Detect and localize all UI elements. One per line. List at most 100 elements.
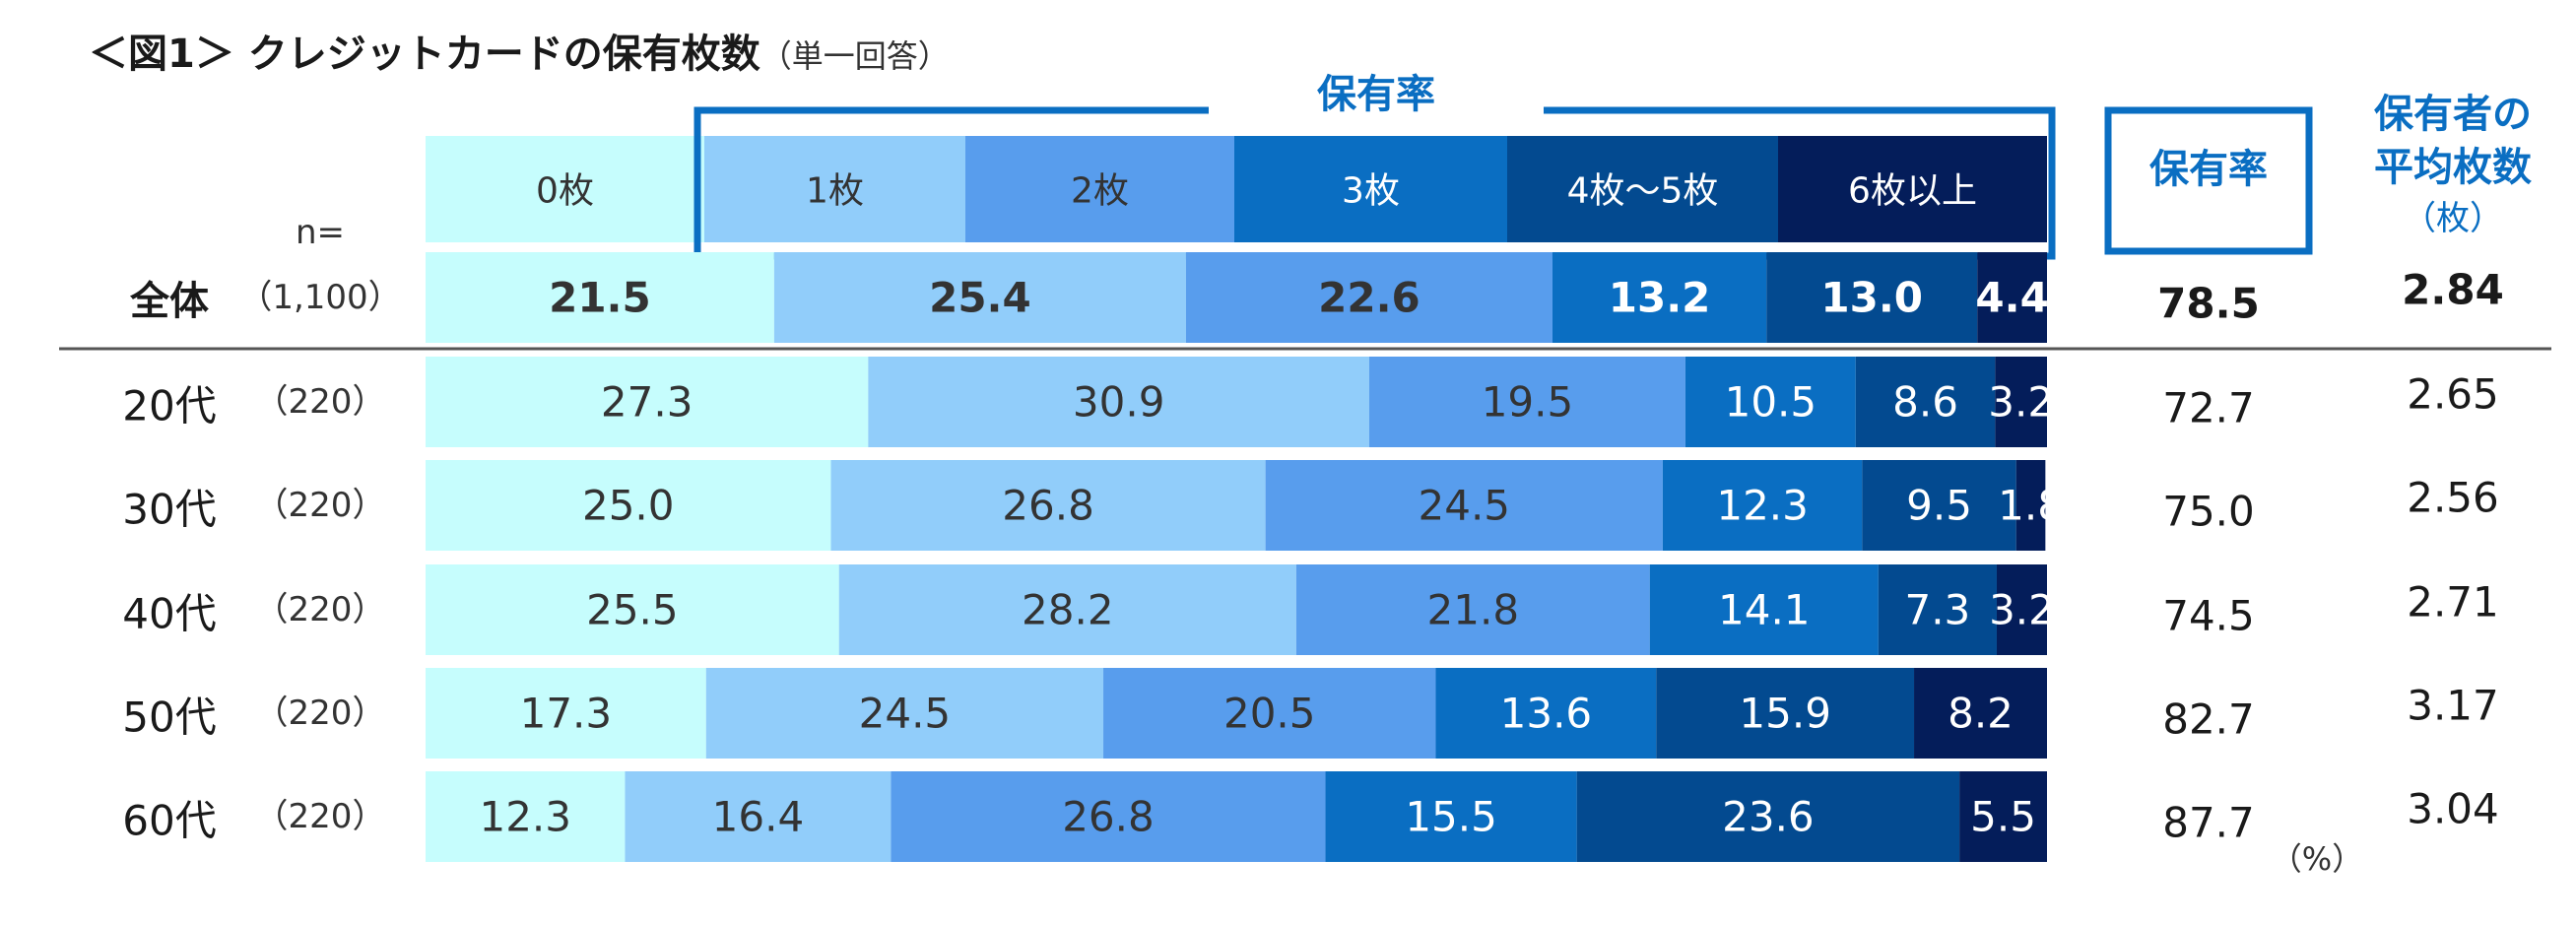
bar-value-label: 8.6 xyxy=(1892,378,1958,427)
bar-segment xyxy=(1995,357,2047,447)
average-cards-value: 3.17 xyxy=(2407,682,2499,730)
bar-segment xyxy=(1649,564,1879,655)
legend-swatch-5 xyxy=(1778,136,2047,242)
ownership-rate-header: 保有率 xyxy=(2104,106,2313,255)
ownership-group-label: 保有率 xyxy=(1317,72,1435,117)
bar-segment xyxy=(1662,460,1863,551)
bar-row-0: 全体 （1,100） 21.5 25.4 22.6 13.2 13.0 4.4 78.5 2.84 xyxy=(129,252,2504,343)
average-cards-value: 2.56 xyxy=(2407,474,2499,522)
bar-value-label: 24.5 xyxy=(859,690,952,738)
bar-value-label: 3.2 xyxy=(1988,378,2054,427)
sample-size-label: （220） xyxy=(255,797,386,836)
bar-value-label: 5.5 xyxy=(1970,793,2036,841)
legend-label-2: 2枚 xyxy=(1071,171,1129,212)
bar-segment xyxy=(1684,357,1856,447)
bar-segment xyxy=(1959,771,2047,862)
bar-segment xyxy=(1855,357,1996,447)
bar-segment xyxy=(705,668,1104,759)
bar-segment xyxy=(625,771,892,862)
chart-title: ＜図1＞ クレジットカードの保有枚数（単一回答） xyxy=(89,22,950,79)
unit-note: （%） xyxy=(2271,840,2363,878)
bar-row-3: 40代 （220） 25.5 28.2 21.8 14.1 7.3 3.2 74.5 2.71 xyxy=(122,564,2499,655)
bar-segment xyxy=(1265,460,1663,551)
bar-value-label: 10.5 xyxy=(1725,378,1817,427)
bar-value-label: 12.3 xyxy=(1716,482,1809,530)
average-cards-header-line2: 平均枚数 xyxy=(2374,145,2532,190)
bar-value-label: 15.5 xyxy=(1405,793,1497,841)
bar-value-label: 12.3 xyxy=(479,793,571,841)
bar-value-label: 13.0 xyxy=(1820,274,1923,322)
bar-segment xyxy=(830,460,1266,551)
average-cards-header-line1: 保有者の xyxy=(2374,92,2532,137)
bar-value-label: 21.8 xyxy=(1427,586,1520,634)
legend-swatch-1 xyxy=(704,136,965,242)
ownership-rate-value: 87.7 xyxy=(2162,799,2255,847)
bar-segment xyxy=(891,771,1326,862)
bar-segment xyxy=(1295,564,1650,655)
bar-segment xyxy=(1185,252,1552,343)
chart-title-main: ＜図1＞ クレジットカードの保有枚数 xyxy=(89,32,760,77)
bar-segment xyxy=(1368,357,1685,447)
bar-value-label: 13.6 xyxy=(1500,690,1593,738)
bar-row-1: 20代 （220） 27.3 30.9 19.5 10.5 8.6 3.2 72.7 2.65 xyxy=(122,357,2499,447)
bar-segment xyxy=(1576,771,1960,862)
legend-label-1: 1枚 xyxy=(806,171,864,212)
sample-size-header: n= xyxy=(296,213,345,252)
bar-segment xyxy=(1325,771,1577,862)
average-cards-value: 2.84 xyxy=(2402,266,2504,314)
ownership-rate-value: 75.0 xyxy=(2162,488,2255,536)
bar-value-label: 26.8 xyxy=(1002,482,1094,530)
bar-value-label: 25.0 xyxy=(582,482,675,530)
bar-segment xyxy=(838,564,1296,655)
bar-value-label: 22.6 xyxy=(1318,274,1420,322)
sample-size-label: （220） xyxy=(255,382,386,422)
bar-segment xyxy=(1914,668,2047,759)
bar-row-5: 60代 （220） 12.3 16.4 26.8 15.5 23.6 5.5 87.7 3.04 xyxy=(122,771,2499,862)
bar-value-label: 27.3 xyxy=(601,378,694,427)
ownership-rate-value: 74.5 xyxy=(2162,592,2255,640)
bar-value-label: 20.5 xyxy=(1223,690,1316,738)
legend-swatch-3 xyxy=(1234,136,1507,242)
chart-title-sub: （単一回答） xyxy=(760,37,950,75)
bar-value-label: 28.2 xyxy=(1022,586,1114,634)
bar-value-label: 3.2 xyxy=(1989,586,2055,634)
bar-value-label: 14.1 xyxy=(1718,586,1811,634)
ownership-rate-header-label: 保有率 xyxy=(2149,147,2268,192)
sample-size-label: （1,100） xyxy=(238,278,401,317)
legend-swatch-0 xyxy=(426,136,704,242)
category-label: 60代 xyxy=(122,797,216,845)
category-label: 50代 xyxy=(122,694,216,742)
bar-segment xyxy=(1552,252,1767,343)
bar-value-label: 7.3 xyxy=(1904,586,1970,634)
legend-label-4: 4枚～5枚 xyxy=(1567,171,1719,212)
bar-value-label: 25.4 xyxy=(929,274,1031,322)
category-label: 30代 xyxy=(122,486,216,534)
bar-segment xyxy=(1878,564,1997,655)
category-label: 20代 xyxy=(122,382,216,430)
category-label: 全体 xyxy=(129,279,209,324)
ownership-rate-value: 78.5 xyxy=(2157,280,2260,328)
bar-segment xyxy=(1977,252,2047,343)
bar-segment xyxy=(773,252,1186,343)
bar-segment xyxy=(426,668,706,759)
bar-value-label: 30.9 xyxy=(1073,378,1165,427)
bar-value-label: 4.4 xyxy=(1975,274,2048,322)
sample-size-label: （220） xyxy=(255,486,386,525)
legend-header: 0枚 1枚 2枚 3枚 4枚～5枚 6枚以上 xyxy=(426,136,2047,242)
bar-segment xyxy=(1656,668,1915,759)
bar-segment xyxy=(426,564,839,655)
bar-value-label: 15.9 xyxy=(1739,690,1831,738)
bar-segment xyxy=(1103,668,1436,759)
legend-swatch-2 xyxy=(965,136,1234,242)
bar-value-label: 16.4 xyxy=(712,793,805,841)
average-cards-value: 2.71 xyxy=(2407,578,2499,627)
legend-swatch-4 xyxy=(1507,136,1778,242)
bar-segment xyxy=(426,357,869,447)
bar-row-4: 50代 （220） 17.3 24.5 20.5 13.6 15.9 8.2 82.7 3.17 xyxy=(122,668,2499,759)
bar-segment xyxy=(868,357,1369,447)
category-label: 40代 xyxy=(122,590,216,638)
average-cards-value: 2.65 xyxy=(2407,370,2499,419)
bar-value-label: 1.8 xyxy=(1998,482,2064,530)
bar-value-label: 8.2 xyxy=(1948,690,2014,738)
